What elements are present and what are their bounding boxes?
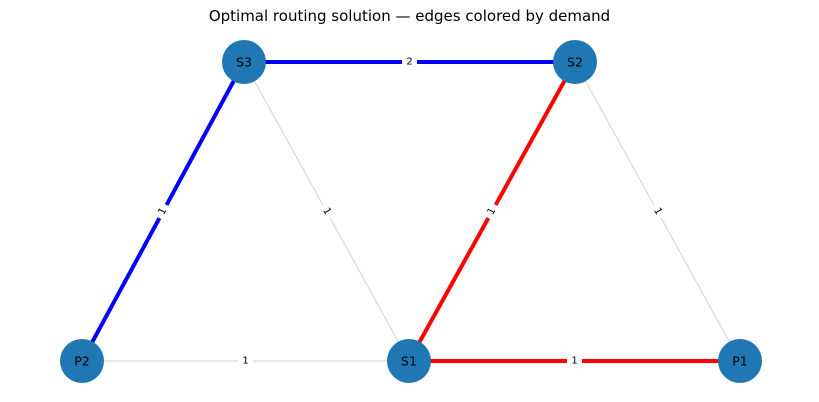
edge-label: 1: [320, 206, 333, 217]
edge-label-bg: [567, 354, 582, 368]
figure-title: Optimal routing solution — edges colored…: [208, 7, 611, 25]
edge-label-group-S2-S1: 1: [482, 201, 502, 222]
edge-label: 1: [242, 356, 248, 367]
edge-label-bg: [317, 201, 336, 222]
edge-label: 1: [486, 206, 499, 217]
edge-label-bg: [238, 354, 253, 368]
node-circle-S1: [387, 339, 431, 383]
edge-label: 1: [571, 356, 577, 367]
edge-label-bg: [153, 201, 173, 222]
edge-label: 2: [406, 57, 412, 68]
node-label-P2: P2: [74, 354, 90, 369]
edge-label-group-S2-P1: 1: [648, 201, 667, 222]
edge-label-bg: [482, 201, 502, 222]
edge-label-group-S1-P1: 1: [567, 354, 582, 368]
edge-label-bg: [648, 201, 667, 222]
node-label-S2: S2: [567, 55, 583, 70]
edge-label: 1: [157, 206, 170, 217]
node-circle-P1: [718, 339, 762, 383]
node-label-S1: S1: [401, 354, 417, 369]
node-circle-S3: [222, 40, 266, 84]
edge-label-bg: [402, 55, 417, 69]
node-circle-P2: [60, 339, 104, 383]
node-circle-S2: [553, 40, 597, 84]
edge-label: 1: [651, 206, 664, 217]
edge-label-group-S3-P2: 1: [153, 201, 173, 222]
node-label-P1: P1: [732, 354, 748, 369]
node-label-S3: S3: [236, 55, 252, 70]
edge-label-group-S3-S1: 1: [317, 201, 336, 222]
edge-label-group-S3-S2: 2: [402, 55, 417, 69]
edge-label-group-P2-S1: 1: [238, 354, 253, 368]
